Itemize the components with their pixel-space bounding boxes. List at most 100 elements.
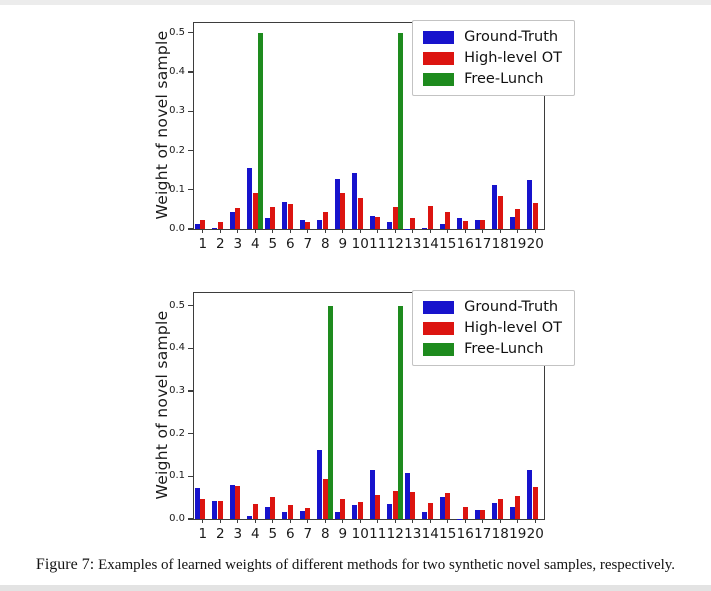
y-tick xyxy=(188,390,193,392)
x-tick xyxy=(482,229,484,233)
bar-ground-truth-cat6 xyxy=(282,202,288,229)
bar-ground-truth-cat15 xyxy=(439,224,445,229)
free-lunch-swatch xyxy=(423,342,455,356)
legend-item-high-level-ot: High-level OT xyxy=(423,320,562,336)
bar-high-level-ot-cat7 xyxy=(305,221,311,229)
bar-ground-truth-cat11 xyxy=(369,470,375,519)
bar-high-level-ot-cat7 xyxy=(305,507,311,519)
free-lunch-swatch xyxy=(423,72,455,86)
x-tick-label: 8 xyxy=(320,526,330,542)
y-tick xyxy=(188,32,193,34)
x-tick xyxy=(447,229,449,233)
bar-ground-truth-cat17 xyxy=(474,220,480,229)
x-tick xyxy=(394,229,396,233)
legend-item-high-level-ot: High-level OT xyxy=(423,50,562,66)
bar-high-level-ot-cat18 xyxy=(497,499,503,519)
bar-high-level-ot-cat19 xyxy=(515,495,521,519)
bar-high-level-ot-cat5 xyxy=(270,497,276,519)
bar-ground-truth-cat3 xyxy=(229,211,235,229)
x-tick xyxy=(412,519,414,523)
y-tick xyxy=(188,475,193,477)
bar-high-level-ot-cat11 xyxy=(375,494,381,519)
legend-label: Free-Lunch xyxy=(464,71,544,87)
ground-truth-swatch xyxy=(423,30,455,44)
y-tick-label: 0.1 xyxy=(169,183,185,195)
bar-high-level-ot-cat19 xyxy=(515,208,521,229)
y-tick xyxy=(188,305,193,307)
x-tick-label: 11 xyxy=(369,236,387,252)
bar-ground-truth-cat13 xyxy=(404,473,410,519)
x-tick-label: 11 xyxy=(369,526,387,542)
bar-ground-truth-cat2 xyxy=(212,228,218,229)
x-tick-label: 10 xyxy=(351,236,369,252)
bar-high-level-ot-cat14 xyxy=(427,502,433,519)
x-tick xyxy=(289,229,291,233)
x-tick xyxy=(517,229,519,233)
x-tick xyxy=(324,519,326,523)
y-tick-label: 0.3 xyxy=(169,385,185,397)
bar-high-level-ot-cat10 xyxy=(357,197,363,229)
x-tick xyxy=(254,229,256,233)
y-tick-label: 0.1 xyxy=(169,470,185,482)
y-tick xyxy=(188,71,193,73)
x-tick-label: 19 xyxy=(509,526,527,542)
x-tick xyxy=(412,229,414,233)
x-tick-label: 16 xyxy=(456,526,474,542)
bar-ground-truth-cat11 xyxy=(369,216,375,229)
x-tick-label: 15 xyxy=(439,236,457,252)
bar-high-level-ot-cat13 xyxy=(410,218,416,229)
x-tick xyxy=(307,229,309,233)
x-tick-label: 18 xyxy=(491,236,509,252)
y-tick-label: 0.5 xyxy=(169,26,185,38)
bar-ground-truth-cat16 xyxy=(457,218,463,229)
y-tick xyxy=(188,433,193,435)
plot-area: Ground-Truth High-level OT Free-Lunch 0.… xyxy=(169,290,575,542)
x-tick xyxy=(237,519,239,523)
bar-ground-truth-cat8 xyxy=(317,449,323,519)
x-tick xyxy=(342,519,344,523)
x-tick xyxy=(464,519,466,523)
x-tick-label: 6 xyxy=(285,526,295,542)
legend-label: Ground-Truth xyxy=(464,299,559,315)
y-tick-label: 0.4 xyxy=(169,66,185,78)
y-tick xyxy=(188,228,193,230)
bar-high-level-ot-cat12 xyxy=(392,491,398,519)
x-tick xyxy=(289,519,291,523)
bar-high-level-ot-cat14 xyxy=(427,205,433,229)
x-tick-label: 17 xyxy=(474,526,492,542)
legend-item-ground-truth: Ground-Truth xyxy=(423,299,562,315)
bar-ground-truth-cat19 xyxy=(509,217,515,229)
x-tick xyxy=(307,519,309,523)
x-tick-label: 5 xyxy=(268,526,278,542)
bar-high-level-ot-cat16 xyxy=(462,221,468,229)
x-tick-label: 8 xyxy=(320,236,330,252)
bar-ground-truth-cat1 xyxy=(194,487,200,519)
x-tick-label: 2 xyxy=(215,526,225,542)
x-tick-label: 18 xyxy=(491,526,509,542)
y-tick xyxy=(188,347,193,350)
x-tick-label: 14 xyxy=(421,526,439,542)
screenshot-bottom-border xyxy=(0,585,711,591)
x-tick-label: 4 xyxy=(250,526,260,542)
bar-high-level-ot-cat20 xyxy=(532,486,538,519)
y-tick xyxy=(188,149,193,152)
x-tick xyxy=(202,229,204,233)
bar-free-lunch-cat12 xyxy=(398,305,404,519)
bar-high-level-ot-cat15 xyxy=(445,492,451,519)
x-tick xyxy=(359,229,361,233)
x-tick-label: 13 xyxy=(404,236,422,252)
bar-ground-truth-cat14 xyxy=(422,511,428,519)
x-tick-label: 13 xyxy=(404,526,422,542)
legend-item-free-lunch: Free-Lunch xyxy=(423,71,562,87)
bar-high-level-ot-cat9 xyxy=(340,498,346,519)
x-tick xyxy=(219,229,221,233)
x-tick-label: 14 xyxy=(421,236,439,252)
bar-high-level-ot-cat6 xyxy=(287,204,293,229)
y-tick xyxy=(188,110,193,112)
bar-ground-truth-cat19 xyxy=(509,507,515,519)
x-tick xyxy=(324,229,326,233)
x-tick-label: 1 xyxy=(198,236,208,252)
legend: Ground-Truth High-level OT Free-Lunch xyxy=(412,20,575,96)
x-tick-label: 2 xyxy=(215,236,225,252)
figure-caption: Figure 7: Examples of learned weights of… xyxy=(0,556,711,574)
